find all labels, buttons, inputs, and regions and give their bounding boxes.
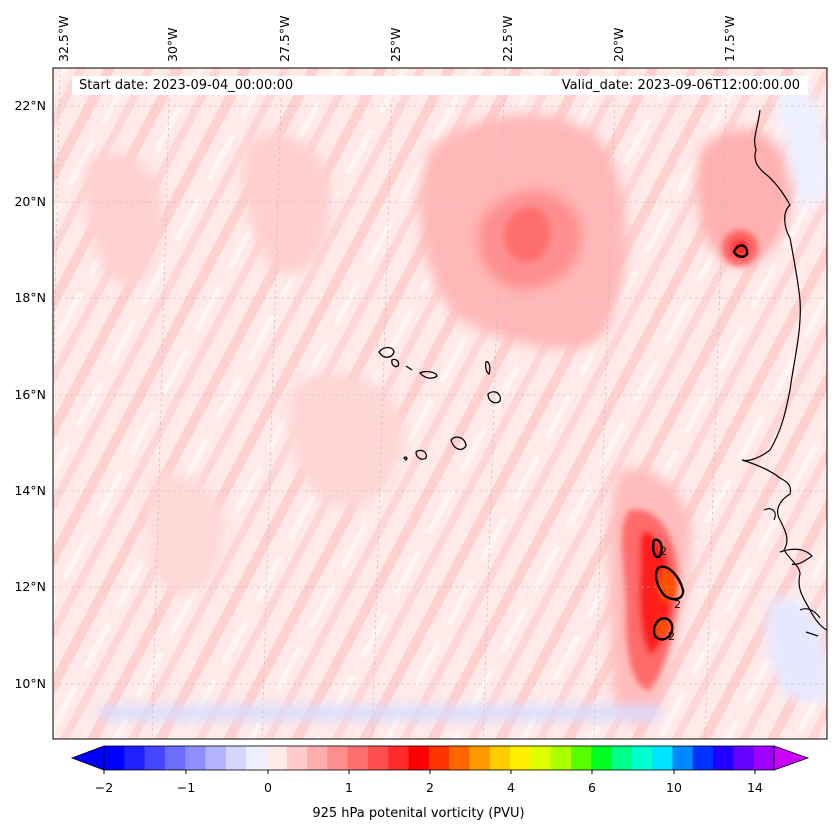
colorbar-tick-label: 1 [345, 780, 353, 795]
colorbar-tick-label: 4 [507, 780, 515, 795]
latitude-labels: 22°N 20°N 18°N 16°N 14°N 12°N 10°N [14, 98, 46, 691]
colorbar-tick-label: 10 [666, 780, 682, 795]
colorbar-cell [652, 746, 673, 770]
colorbar-tick-label: 2 [426, 780, 434, 795]
colorbar-tick-label: −1 [177, 780, 195, 795]
colorbar-frame [103, 745, 775, 771]
colorbar-label: 925 hPa potenital vorticity (PVU) [312, 806, 525, 821]
lon-label: 25°W [388, 27, 403, 62]
valid-date-label: Valid_date: 2023-09-06T12:00:00.00 [561, 78, 800, 93]
colorbar-under-arrow [70, 745, 105, 771]
lon-label: 30°W [165, 27, 180, 62]
lat-label: 12°N [14, 579, 46, 594]
colorbar-cell [205, 746, 227, 770]
lat-label: 14°N [14, 483, 46, 498]
title-bar [72, 76, 808, 95]
colorbar-tick-labels: −2 −1 0 1 2 4 6 10 14 [95, 780, 763, 795]
colorbar-cell [753, 746, 775, 770]
colorbar-cell [104, 746, 125, 770]
colorbar-cell [611, 746, 633, 770]
pv-contours [651, 244, 749, 641]
colorbar-cell [286, 746, 308, 770]
colorbar-tick-label: −2 [95, 780, 113, 795]
colorbar-cell [307, 746, 328, 770]
colorbar-cell [124, 746, 146, 770]
colorbar-cell [570, 746, 592, 770]
colorbar-cell [347, 746, 369, 770]
colorbar-over-arrow [773, 745, 810, 771]
coastline [741, 109, 827, 637]
colorbar-cell [164, 746, 186, 770]
colorbar-tick-label: 0 [264, 780, 272, 795]
contour-label: 2 [660, 545, 667, 558]
lon-label: 20°W [611, 27, 626, 62]
colorbar-cell [185, 746, 207, 770]
lon-label: 17.5°W [722, 16, 737, 62]
colorbar-cell [367, 746, 389, 770]
cape-verde-islands [378, 346, 501, 461]
colorbar-cell [408, 746, 430, 770]
colorbar-cell [692, 746, 714, 770]
start-date-label: Start date: 2023-09-04_00:00:00 [79, 78, 294, 93]
lon-label: 27.5°W [277, 16, 292, 62]
lat-label: 18°N [14, 290, 46, 305]
colorbar-cell [449, 746, 470, 770]
colorbar-cell [530, 746, 552, 770]
lon-label: 22.5°W [500, 16, 515, 62]
colorbar: −2 −1 0 1 2 4 6 10 14 [70, 745, 810, 795]
colorbar-cell [672, 746, 694, 770]
lon-label: 32.5°W [56, 16, 71, 62]
longitude-labels: 32.5°W 30°W 27.5°W 25°W 22.5°W 20°W 17.5… [56, 16, 737, 62]
colorbar-ticks [103, 770, 756, 774]
colorbar-cell [713, 746, 734, 770]
colorbar-tick-label: 14 [747, 780, 763, 795]
colorbar-cell [469, 746, 491, 770]
colorbar-cell [733, 746, 755, 770]
lat-label: 20°N [14, 194, 46, 209]
gridlines [53, 68, 827, 739]
colorbar-cells [104, 746, 775, 770]
colorbar-cell [246, 746, 267, 770]
colorbar-cell [489, 746, 511, 770]
colorbar-cell [428, 746, 450, 770]
lat-label: 22°N [14, 98, 46, 113]
colorbar-cell [388, 746, 410, 770]
lat-label: 10°N [14, 676, 46, 691]
colorbar-cell [631, 746, 653, 770]
map-frame [52, 67, 828, 740]
contour-labels: 2 2 2 [660, 545, 681, 643]
colorbar-tick-label: 6 [588, 780, 596, 795]
colorbar-cell [327, 746, 349, 770]
colorbar-cell [510, 746, 531, 770]
contour-label: 2 [674, 598, 681, 611]
colorbar-cell [266, 746, 288, 770]
colorbar-cell [144, 746, 166, 770]
colorbar-cell [550, 746, 572, 770]
contour-label: 2 [668, 630, 675, 643]
pv-field: 2 2 2 [53, 68, 827, 739]
pv-core [504, 207, 758, 690]
lat-label: 16°N [14, 387, 46, 402]
colorbar-cell [591, 746, 613, 770]
colorbar-cell [225, 746, 247, 770]
